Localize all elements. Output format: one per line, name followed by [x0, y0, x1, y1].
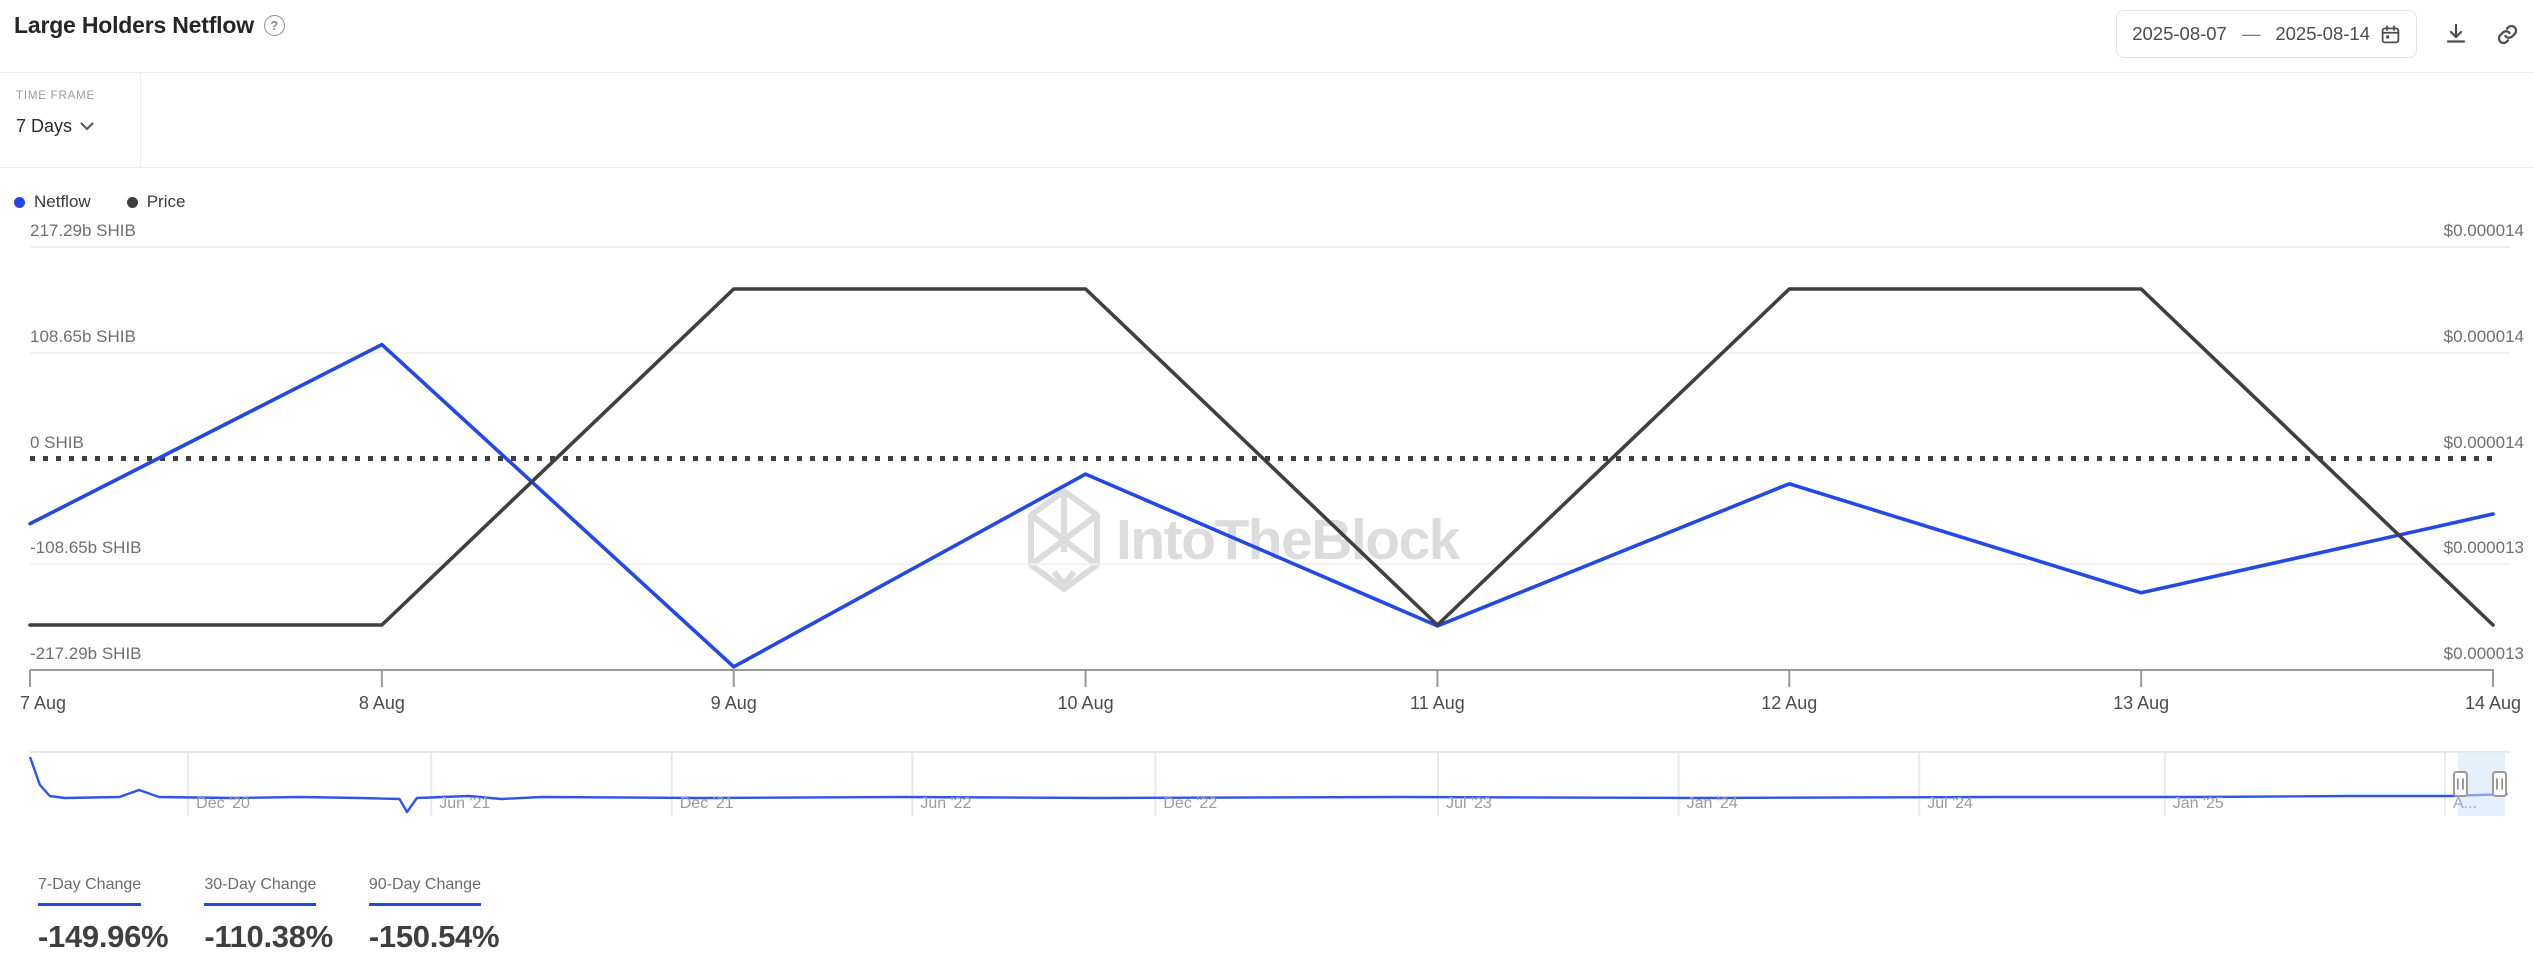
toolbar-divider — [0, 167, 2534, 168]
navigator-handle-left[interactable] — [2452, 771, 2468, 797]
header-divider — [0, 72, 2534, 73]
help-icon[interactable]: ? — [263, 15, 285, 36]
stat-value: -149.96% — [38, 919, 169, 954]
stat-90day: 90-Day Change -150.54% — [368, 876, 500, 955]
legend-label: Netflow — [34, 192, 91, 211]
navigator-sparkline[interactable] — [28, 756, 2508, 814]
change-stats: 7-Day Change -149.96% 30-Day Change -110… — [38, 876, 500, 955]
price-dot-icon — [126, 196, 138, 208]
navigator-handle-right[interactable] — [2492, 771, 2508, 797]
legend-item-netflow[interactable]: Netflow — [14, 192, 91, 212]
stat-30day: 30-Day Change -110.38% — [204, 876, 333, 955]
timeframe-divider — [140, 72, 141, 167]
legend-label: Price — [146, 192, 186, 211]
stat-value: -150.54% — [368, 919, 500, 954]
chevron-down-icon — [80, 122, 94, 131]
date-separator: — — [2241, 23, 2261, 44]
timeframe-select[interactable]: 7 Days — [16, 116, 94, 137]
intotheblock-logo-icon — [1028, 488, 1100, 592]
chart-legend: Netflow Price — [14, 192, 185, 212]
link-icon[interactable] — [2495, 22, 2520, 47]
date-from: 2025-08-07 — [2132, 23, 2227, 44]
date-to: 2025-08-14 — [2275, 23, 2370, 44]
stat-label[interactable]: 7-Day Change — [38, 876, 142, 906]
stat-7day: 7-Day Change -149.96% — [38, 876, 169, 955]
date-range-picker[interactable]: 2025-08-07 — 2025-08-14 — [2116, 10, 2417, 58]
page-title: Large Holders Netflow — [14, 12, 254, 38]
timeframe-label: TIME FRAME — [16, 90, 95, 102]
stat-label[interactable]: 90-Day Change — [368, 876, 481, 906]
legend-item-price[interactable]: Price — [126, 192, 186, 212]
netflow-dot-icon — [14, 196, 25, 208]
page-header: Large Holders Netflow ? — [14, 12, 285, 39]
netflow-line — [28, 342, 2495, 669]
download-icon[interactable] — [2444, 22, 2468, 46]
header-controls: 2025-08-07 — 2025-08-14 — [2116, 10, 2520, 58]
price-line — [28, 287, 2495, 627]
calendar-icon[interactable] — [2380, 24, 2401, 45]
stat-label[interactable]: 30-Day Change — [204, 876, 317, 906]
stat-value: -110.38% — [204, 919, 333, 954]
timeframe-value: 7 Days — [16, 116, 73, 136]
